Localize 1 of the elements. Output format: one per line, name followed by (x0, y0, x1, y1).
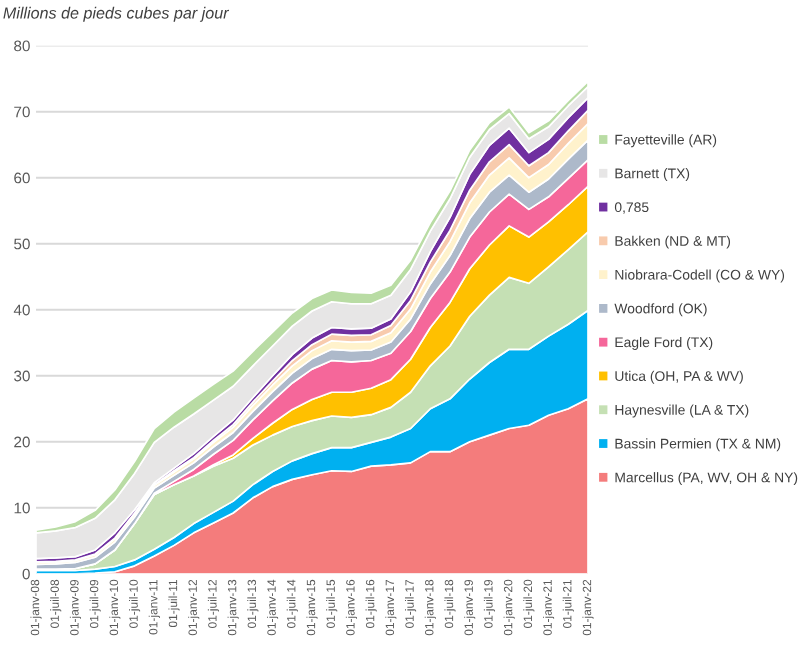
y-axis-title: Millions de pieds cubes par jour (3, 6, 230, 22)
